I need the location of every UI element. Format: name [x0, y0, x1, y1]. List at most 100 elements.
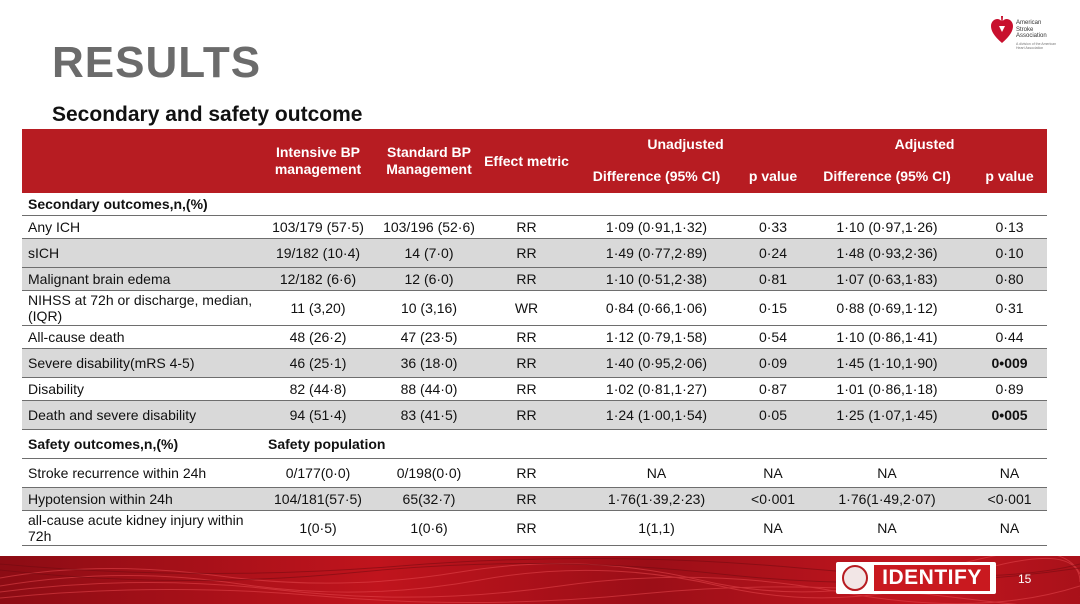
cell-standard: 1(0·6) — [374, 510, 484, 546]
table-row: Hypotension within 24h 104/181(57·5) 65(… — [22, 487, 1048, 511]
cell-diff-adjusted: 1·07 (0·63,1·83) — [802, 267, 973, 291]
results-table: Intensive BP management Standard BP Mana… — [22, 129, 1048, 546]
cell-metric: RR — [484, 458, 569, 488]
cell-p-unadjusted: 0·81 — [744, 267, 803, 291]
cell-intensive: 46 (25·1) — [262, 348, 374, 378]
section-label-secondary: Secondary outcomes,n,(%) — [22, 193, 1048, 216]
header-diff-unadjusted: Difference (95% CI) — [569, 159, 744, 193]
cell-standard: 103/196 (52·6) — [374, 215, 484, 239]
cell-standard: 36 (18·0) — [374, 348, 484, 378]
cell-diff-unadjusted: 1·09 (0·91,1·32) — [569, 215, 744, 239]
row-label: All-cause death — [22, 325, 262, 349]
slide-title: RESULTS — [52, 38, 262, 87]
cell-intensive: 12/182 (6·6) — [262, 267, 374, 291]
cell-diff-unadjusted: 1·10 (0·51,2·38) — [569, 267, 744, 291]
header-intensive: Intensive BP management — [262, 129, 374, 193]
cell-p-unadjusted: NA — [744, 458, 803, 488]
cell-p-adjusted: 0·13 — [972, 215, 1048, 239]
row-label: NIHSS at 72h or discharge, median,(IQR) — [22, 290, 262, 326]
cell-p-unadjusted: NA — [744, 510, 803, 546]
cell-intensive: 19/182 (10·4) — [262, 238, 374, 268]
slide-subtitle: Secondary and safety outcome — [52, 103, 363, 126]
table-row: All-cause death 48 (26·2) 47 (23·5) RR 1… — [22, 325, 1048, 349]
cell-metric: RR — [484, 487, 569, 511]
row-label: all-cause acute kidney injury within 72h — [22, 510, 262, 546]
cell-diff-adjusted: 1·01 (0·86,1·18) — [802, 377, 973, 401]
table-row: Severe disability(mRS 4-5) 46 (25·1) 36 … — [22, 348, 1048, 378]
cell-standard: 88 (44·0) — [374, 377, 484, 401]
row-label: Disability — [22, 377, 262, 401]
cell-p-adjusted: 0·89 — [972, 377, 1048, 401]
cell-diff-adjusted: 1·10 (0·97,1·26) — [802, 215, 973, 239]
aha-logo-subtext: A division of the American Heart Associa… — [1016, 42, 1057, 50]
cell-metric: RR — [484, 215, 569, 239]
cell-metric: RR — [484, 267, 569, 291]
table-row: Stroke recurrence within 24h 0/177(0·0) … — [22, 458, 1048, 488]
page-number: 15 — [1018, 572, 1032, 586]
identify-logo-text: IDENTIFY — [874, 565, 990, 591]
header-blank — [22, 129, 262, 193]
section-row-safety: Safety outcomes,n,(%) Safety population — [22, 429, 1048, 459]
cell-diff-unadjusted: 0·84 (0·66,1·06) — [569, 290, 744, 326]
cell-p-adjusted: <0·001 — [972, 487, 1048, 511]
row-label: Severe disability(mRS 4-5) — [22, 348, 262, 378]
cell-p-adjusted: 0•005 — [972, 400, 1048, 430]
cell-diff-unadjusted: 1(1,1) — [569, 510, 744, 546]
cell-p-unadjusted: 0·05 — [744, 400, 803, 430]
cell-intensive: 94 (51·4) — [262, 400, 374, 430]
cell-metric: RR — [484, 510, 569, 546]
header-unadjusted: Unadjusted — [569, 129, 803, 159]
cell-metric: RR — [484, 325, 569, 349]
cell-diff-unadjusted: 1·02 (0·81,1·27) — [569, 377, 744, 401]
table-row: Malignant brain edema 12/182 (6·6) 12 (6… — [22, 267, 1048, 291]
cell-intensive: 1(0·5) — [262, 510, 374, 546]
american-stroke-association-logo: American Stroke Association A division o… — [990, 16, 1060, 56]
cell-standard: 14 (7·0) — [374, 238, 484, 268]
cell-diff-adjusted: 0·88 (0·69,1·12) — [802, 290, 973, 326]
header-effect-metric: Effect metric — [484, 129, 569, 193]
cell-diff-unadjusted: 1·12 (0·79,1·58) — [569, 325, 744, 349]
table-row: Any ICH 103/179 (57·5) 103/196 (52·6) RR… — [22, 215, 1048, 239]
cell-p-adjusted: 0·44 — [972, 325, 1048, 349]
header-diff-adjusted: Difference (95% CI) — [802, 159, 973, 193]
cell-metric: RR — [484, 238, 569, 268]
cell-p-adjusted: 0·31 — [972, 290, 1048, 326]
table-header-row-bottom: Difference (95% CI) p value Difference (… — [22, 159, 1048, 193]
table-row: sICH 19/182 (10·4) 14 (7·0) RR 1·49 (0·7… — [22, 238, 1048, 268]
row-label: Death and severe disability — [22, 400, 262, 430]
cell-diff-adjusted: 1·45 (1·10,1·90) — [802, 348, 973, 378]
cell-p-adjusted: 0·10 — [972, 238, 1048, 268]
cell-p-unadjusted: 0·33 — [744, 215, 803, 239]
header-adjusted: Adjusted — [802, 129, 1048, 159]
row-label: sICH — [22, 238, 262, 268]
row-label: Any ICH — [22, 215, 262, 239]
section-label-safety: Safety outcomes,n,(%) — [22, 429, 262, 459]
cell-p-adjusted: NA — [972, 458, 1048, 488]
cell-p-adjusted: NA — [972, 510, 1048, 546]
cell-intensive: 0/177(0·0) — [262, 458, 374, 488]
cell-diff-adjusted: 1·25 (1·07,1·45) — [802, 400, 973, 430]
cell-standard: 0/198(0·0) — [374, 458, 484, 488]
safety-population-label: Safety population — [262, 429, 1048, 459]
cell-p-unadjusted: 0·24 — [744, 238, 803, 268]
cell-p-unadjusted: 0·54 — [744, 325, 803, 349]
cell-metric: WR — [484, 290, 569, 326]
cell-diff-unadjusted: 1·76(1·39,2·23) — [569, 487, 744, 511]
row-label: Hypotension within 24h — [22, 487, 262, 511]
header-p-unadjusted: p value — [744, 159, 803, 193]
table-row: Death and severe disability 94 (51·4) 83… — [22, 400, 1048, 430]
cell-p-unadjusted: 0·87 — [744, 377, 803, 401]
cell-standard: 10 (3,16) — [374, 290, 484, 326]
row-label: Stroke recurrence within 24h — [22, 458, 262, 488]
cell-p-adjusted: 0•009 — [972, 348, 1048, 378]
cell-diff-adjusted: NA — [802, 458, 973, 488]
heart-torch-icon — [991, 16, 1013, 43]
cell-diff-unadjusted: 1·49 (0·77,2·89) — [569, 238, 744, 268]
cell-diff-unadjusted: NA — [569, 458, 744, 488]
cell-standard: 65(32·7) — [374, 487, 484, 511]
cell-intensive: 103/179 (57·5) — [262, 215, 374, 239]
cell-p-unadjusted: <0·001 — [744, 487, 803, 511]
cell-intensive: 11 (3,20) — [262, 290, 374, 326]
cell-intensive: 48 (26·2) — [262, 325, 374, 349]
section-row-secondary: Secondary outcomes,n,(%) — [22, 193, 1048, 216]
